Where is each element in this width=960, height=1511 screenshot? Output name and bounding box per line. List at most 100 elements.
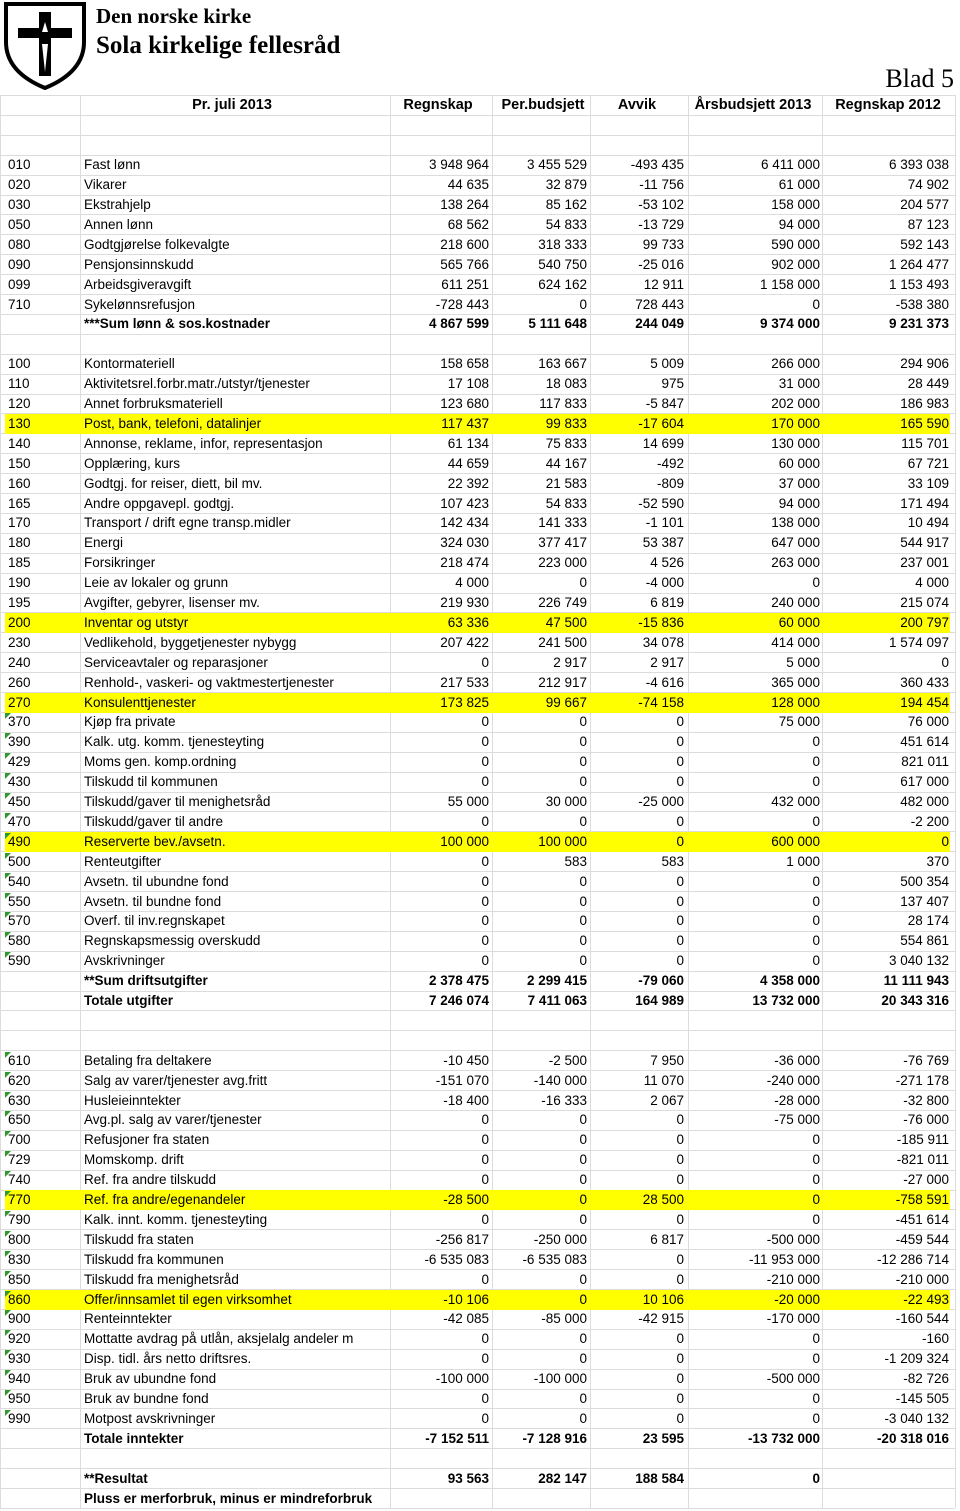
amount: 3 455 529 (526, 157, 587, 173)
amount: 74 902 (907, 177, 949, 193)
grid-line (0, 1448, 955, 1450)
amount: 194 454 (900, 694, 949, 710)
grid-line (0, 154, 955, 156)
amount: -22 493 (903, 1291, 949, 1307)
amount: 218 600 (440, 236, 489, 252)
account-code: 450 (8, 794, 31, 809)
account-code: 230 (8, 634, 31, 650)
account-name: Tilskudd fra staten (84, 1231, 194, 1247)
account-code: 590 (8, 953, 31, 969)
account-name: Avgifter, gebyrer, lisenser mv. (84, 595, 260, 610)
grid-line (0, 950, 955, 952)
comment-marker (5, 1230, 11, 1237)
account-code: 099 (8, 276, 31, 292)
amount: -15 836 (638, 614, 684, 630)
amount: 0 (812, 754, 820, 770)
account-name: Renhold-, vaskeri- og vaktmestertjeneste… (84, 674, 334, 690)
amount: 0 (579, 296, 587, 312)
account-code: 940 (8, 1371, 31, 1387)
account-name: Tilskudd til kommunen (84, 774, 218, 790)
amount: -500 000 (766, 1231, 820, 1247)
amount: 0 (676, 754, 684, 770)
account-code: 580 (8, 933, 31, 949)
amount: 728 443 (635, 296, 684, 312)
amount: -76 000 (903, 1112, 949, 1128)
amount: 0 (676, 714, 684, 730)
comment-marker (5, 1071, 11, 1078)
amount: 0 (676, 1331, 684, 1347)
account-name: Tilskudd fra kommunen (84, 1251, 224, 1267)
amount: 117 833 (539, 396, 587, 411)
amount: 4 000 (915, 575, 949, 591)
grid-line (0, 373, 955, 375)
account-name: Godtgj. for reiser, diett, bil mv. (84, 475, 263, 491)
amount: 482 000 (900, 794, 949, 809)
amount: 32 879 (545, 177, 587, 193)
grid-line (0, 1229, 955, 1231)
amount: 583 (564, 853, 587, 869)
amount: 0 (676, 813, 684, 829)
grid-line (0, 214, 955, 216)
account-name: **Resultat (84, 1470, 148, 1486)
grid-line (0, 274, 955, 276)
amount: -451 614 (895, 1211, 949, 1227)
amount: 34 078 (642, 634, 684, 650)
account-code: 270 (8, 694, 31, 710)
account-code: 020 (8, 177, 31, 193)
amount: 1 158 000 (759, 276, 820, 292)
amount: 590 000 (771, 236, 820, 252)
amount: -538 380 (895, 296, 949, 312)
grid-line (688, 95, 689, 1508)
amount: 0 (481, 1211, 489, 1227)
amount: 0 (812, 1192, 820, 1207)
account-name: Mottatte avdrag på utlån, aksjelalg ande… (84, 1331, 354, 1347)
account-code: 800 (8, 1231, 31, 1247)
amount: 54 833 (545, 495, 587, 511)
amount: 4 867 599 (428, 316, 489, 332)
amount: -500 000 (766, 1371, 820, 1387)
grid-line (0, 652, 955, 654)
amount: 240 000 (771, 595, 820, 610)
grid-line (0, 1408, 955, 1410)
amount: 0 (579, 873, 587, 889)
amount: 165 590 (900, 415, 949, 431)
amount: 0 (579, 1291, 587, 1307)
grid-line (0, 1010, 955, 1012)
amount: 99 833 (545, 415, 587, 431)
amount: 28 449 (907, 376, 949, 392)
column-header: Per.budsjett (501, 97, 585, 113)
amount: 100 000 (538, 833, 587, 849)
account-name: Transport / drift egne transp.midler (84, 515, 291, 531)
amount: -18 400 (443, 1092, 489, 1108)
amount: 0 (812, 734, 820, 750)
account-code: 620 (8, 1072, 31, 1088)
account-name: Pensjonsinnskudd (84, 256, 194, 272)
column-header: Avvik (617, 97, 657, 113)
amount: -53 102 (638, 197, 684, 212)
amount: 1 000 (786, 853, 820, 869)
account-code: 550 (8, 893, 31, 909)
amount: 200 797 (900, 614, 949, 630)
amount: -13 732 000 (747, 1430, 820, 1446)
account-name: Reserverte bev./avsetn. (84, 833, 226, 849)
grid-line (0, 1428, 955, 1430)
grid-line (0, 493, 955, 494)
amount: 61 134 (447, 435, 489, 451)
org-name: Den norske kirke (96, 4, 252, 28)
account-code: 010 (8, 157, 31, 173)
account-name: Avg.pl. salg av varer/tjenester (84, 1112, 262, 1128)
amount: 23 595 (642, 1430, 684, 1446)
account-name: Vikarer (84, 177, 127, 193)
amount: 0 (579, 1112, 587, 1128)
amount: 360 433 (900, 674, 949, 690)
account-code: 260 (8, 674, 31, 690)
amount: 5 009 (650, 356, 684, 372)
amount: 107 423 (440, 495, 489, 511)
amount: -4 000 (645, 575, 684, 591)
amount: -160 544 (895, 1311, 949, 1327)
amount: -1 101 (645, 515, 684, 531)
amount: 237 001 (900, 555, 949, 571)
amount: 0 (579, 575, 587, 591)
amount: 212 917 (538, 674, 587, 690)
